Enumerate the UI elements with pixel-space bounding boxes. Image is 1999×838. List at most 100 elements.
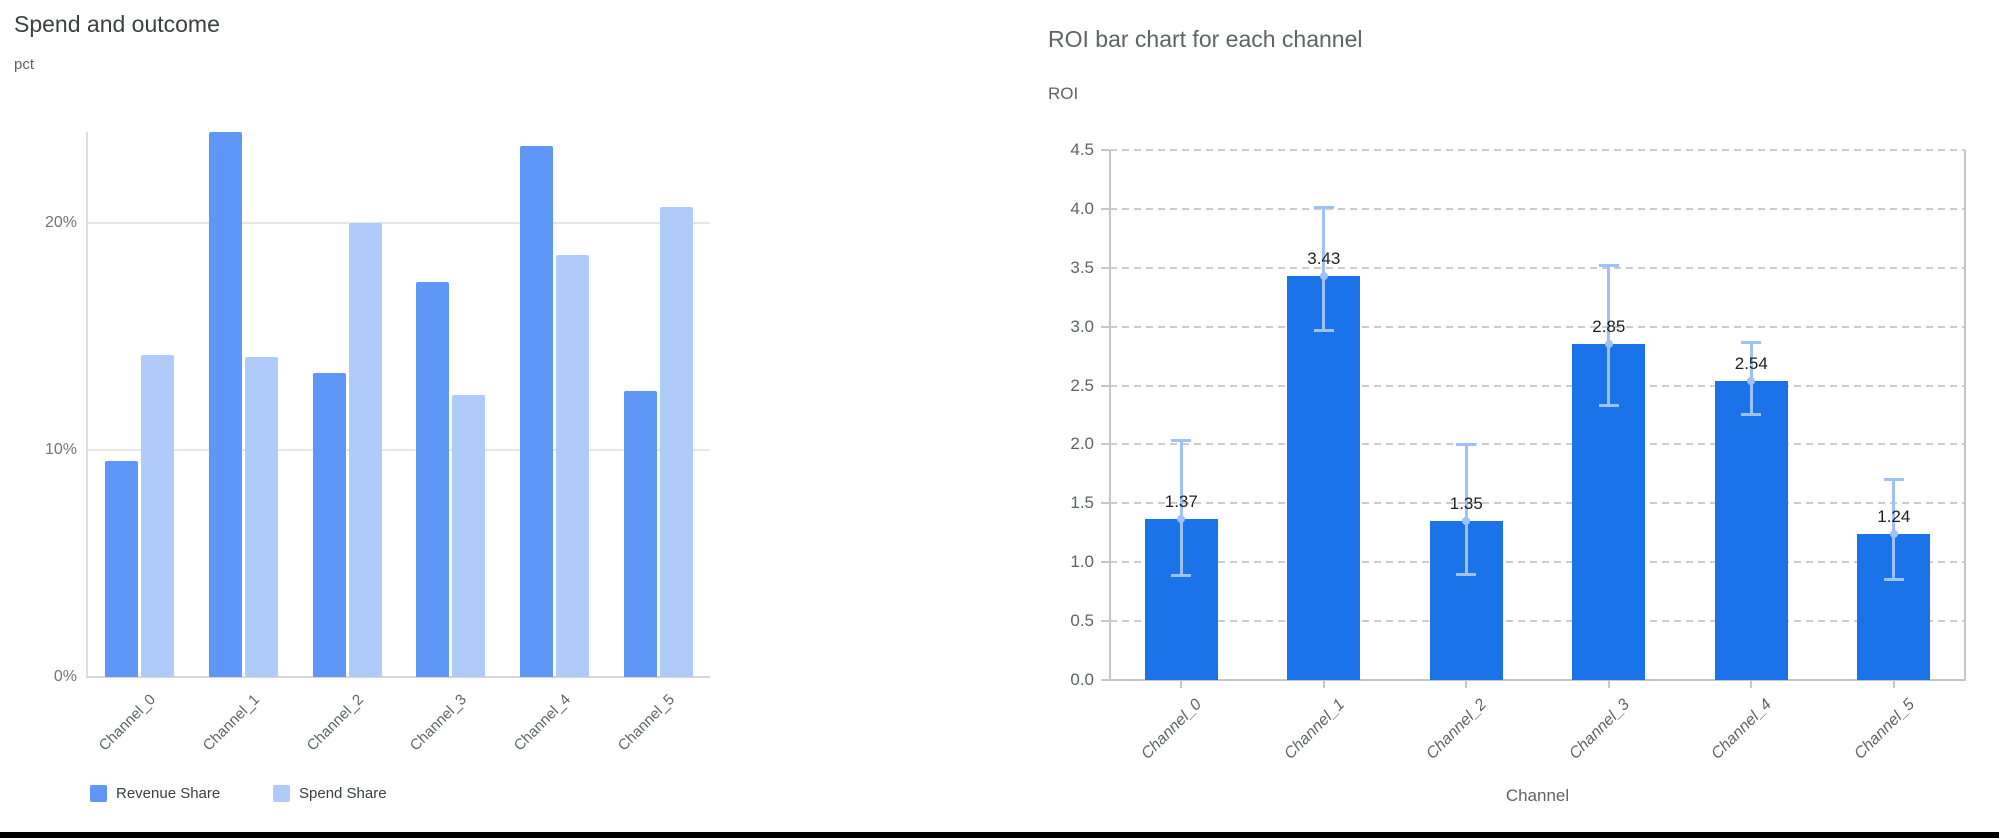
right-x-tick-mark-1: [1322, 681, 1325, 688]
roi-value-label-channel_5: 1.24: [1877, 507, 1911, 526]
right-x-tick-label-1: Channel_1: [1281, 696, 1348, 763]
right-y-tick-label: 3.5: [1070, 257, 1094, 277]
right-x-tick-mark-2: [1465, 681, 1468, 688]
error-bar-cap-top-channel_2: [1456, 443, 1477, 447]
bar-roi-channel_4: [1714, 380, 1788, 680]
right-x-tick-mark-4: [1750, 681, 1753, 688]
right-gridline: [1110, 561, 1965, 564]
right-y-tick-mark: [1101, 207, 1109, 210]
bar-spend-share-channel_1: [244, 356, 278, 677]
right-y-tick-label: 2.0: [1070, 434, 1094, 454]
roi-value-label-channel_1: 3.43: [1307, 249, 1341, 268]
bar-revenue-share-channel_0: [104, 461, 138, 677]
right-x-tick-label-4: Channel_4: [1708, 696, 1776, 763]
right-y-tick-label: 3.0: [1070, 316, 1094, 336]
error-bar-line-channel_3: [1607, 265, 1611, 406]
bar-spend-share-channel_2: [348, 222, 382, 677]
roi-value-label-channel_3: 2.85: [1592, 317, 1626, 337]
roi-value-label-channel_0: 1.37: [1164, 491, 1198, 511]
right-y-tick-label: 1.5: [1070, 493, 1094, 513]
right-y-tick-label: 0.5: [1070, 611, 1094, 631]
left-x-tick-label-4: Channel_4: [510, 691, 575, 755]
right-x-tick-mark-3: [1607, 681, 1610, 688]
right-y-tick-label: 0.0: [1070, 670, 1094, 689]
roi-y-axis-label: ROI: [1048, 84, 1079, 103]
error-bar-line-channel_0: [1179, 439, 1183, 577]
error-bar-line-channel_5: [1892, 478, 1896, 580]
legend-label-revenue-share: Revenue Share: [116, 785, 221, 802]
error-bar-marker-channel_4: [1747, 376, 1756, 385]
spend-outcome-y-axis-unit: pct: [14, 56, 35, 73]
right-y-tick-mark: [1101, 266, 1109, 269]
roi-value-label-channel_2: 1.35: [1449, 494, 1483, 513]
right-x-tick-label-0: Channel_0: [1138, 696, 1206, 763]
error-bar-cap-top-channel_0: [1171, 438, 1192, 442]
right-gridline: [1110, 266, 1965, 269]
right-x-tick-label-5: Channel_5: [1851, 696, 1918, 763]
error-bar-cap-top-channel_3: [1598, 264, 1619, 268]
left-y-tick-label: 0%: [53, 668, 77, 685]
left-x-tick-label-3: Channel_3: [407, 691, 471, 755]
right-y-tick-label: 1.0: [1070, 552, 1094, 572]
error-bar-line-channel_1: [1322, 206, 1326, 332]
error-bar-cap-bottom-channel_0: [1171, 574, 1192, 578]
legend-item-revenue-share: Revenue Share: [90, 785, 220, 802]
error-bar-cap-top-channel_4: [1741, 341, 1762, 344]
right-gridline: [1110, 325, 1965, 328]
legend-swatch-spend-share: [273, 785, 290, 802]
error-bar-cap-bottom-channel_3: [1598, 403, 1619, 407]
right-gridline: [1110, 384, 1965, 387]
right-x-tick-label-3: Channel_3: [1566, 696, 1633, 763]
left-y-axis-line: [86, 132, 88, 677]
left-x-tick-label-5: Channel_5: [614, 691, 679, 755]
right-y-tick-mark: [1101, 384, 1109, 387]
bar-roi-channel_1: [1287, 276, 1361, 680]
error-bar-marker-channel_0: [1177, 514, 1186, 523]
bottom-edge-line: [0, 832, 1999, 838]
error-bar-cap-bottom-channel_1: [1313, 329, 1334, 333]
error-bar-cap-bottom-channel_4: [1741, 413, 1762, 416]
bar-revenue-share-channel_5: [624, 390, 658, 677]
right-right-spine: [1964, 150, 1966, 681]
right-gridline: [1110, 620, 1965, 623]
error-bar-line-channel_2: [1464, 444, 1468, 576]
bar-spend-share-channel_3: [452, 395, 486, 677]
right-y-tick-mark: [1101, 502, 1109, 505]
right-gridline: [1110, 207, 1965, 210]
error-bar-marker-channel_1: [1319, 272, 1328, 280]
right-y-tick-label: 4.5: [1070, 140, 1094, 159]
right-y-tick-mark: [1101, 561, 1109, 564]
bar-spend-share-channel_0: [140, 354, 174, 677]
left-x-baseline: [86, 676, 710, 678]
roi-x-axis-title: Channel: [1505, 786, 1570, 805]
right-bottom-spine: [1109, 679, 1966, 681]
legend-swatch-revenue-share: [90, 785, 107, 802]
right-x-tick-label-2: Channel_2: [1423, 696, 1491, 763]
error-bar-cap-bottom-channel_2: [1456, 573, 1477, 577]
spend-outcome-chart-title: Spend and outcome: [14, 11, 220, 37]
error-bar-marker-channel_2: [1462, 517, 1471, 525]
bar-revenue-share-channel_1: [208, 132, 242, 677]
right-y-tick-mark: [1101, 679, 1109, 681]
right-y-tick-mark: [1101, 443, 1109, 446]
legend-item-spend-share: Spend Share: [273, 785, 387, 802]
error-bar-cap-top-channel_5: [1883, 477, 1904, 481]
right-left-spine: [1109, 150, 1111, 681]
right-y-tick-label: 4.0: [1070, 198, 1094, 218]
legend-label-spend-share: Spend Share: [299, 785, 387, 802]
right-y-tick-mark: [1101, 325, 1109, 328]
right-x-tick-mark-5: [1892, 681, 1895, 688]
bar-revenue-share-channel_3: [416, 281, 450, 677]
bar-revenue-share-channel_4: [520, 145, 554, 677]
bar-revenue-share-channel_2: [312, 372, 346, 677]
roi-value-label-channel_4: 2.54: [1734, 353, 1768, 373]
left-y-tick-label: 10%: [44, 440, 77, 458]
right-y-tick-mark: [1101, 620, 1109, 623]
bar-spend-share-channel_5: [660, 206, 694, 677]
error-bar-marker-channel_3: [1604, 340, 1613, 349]
right-y-tick-mark: [1101, 149, 1109, 151]
right-gridline: [1110, 149, 1965, 151]
left-y-tick-label: 20%: [44, 213, 77, 231]
roi-chart-title: ROI bar chart for each channel: [1048, 26, 1363, 52]
